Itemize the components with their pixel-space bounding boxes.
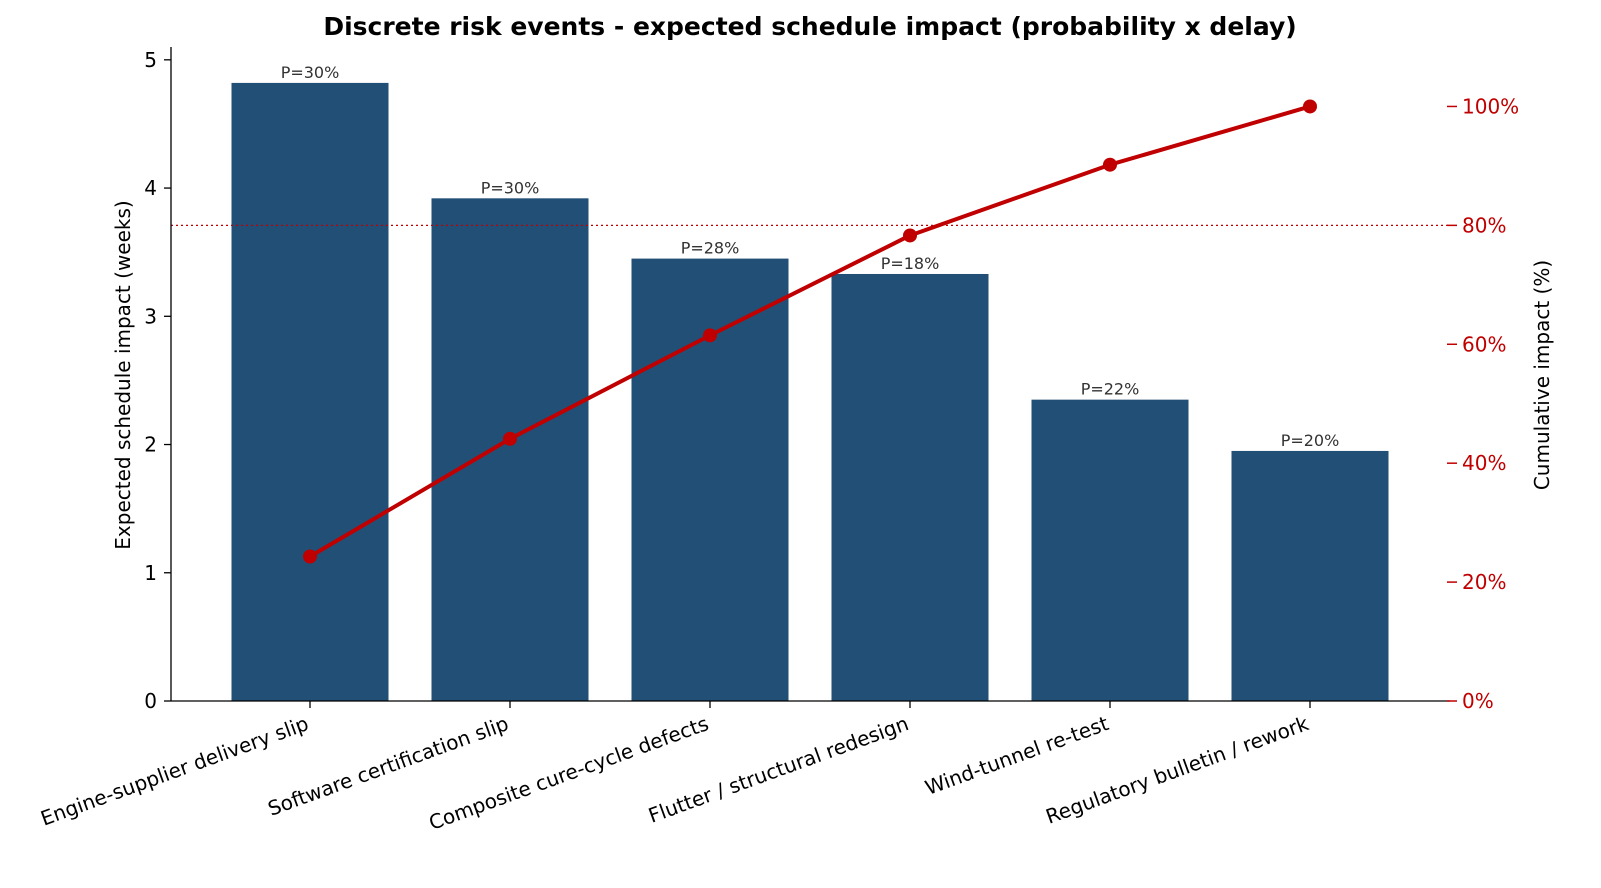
chart-title: Discrete risk events - expected schedule…	[323, 12, 1296, 41]
bar-series	[231, 82, 1389, 702]
y-tick-label: 2	[144, 433, 157, 457]
y-tick-label: 1	[144, 561, 157, 585]
bar	[631, 258, 789, 701]
bar-value-label: P=20%	[1281, 431, 1340, 450]
y-axis-label: Expected schedule impact (weeks)	[111, 200, 135, 549]
cumulative-point	[1303, 99, 1317, 114]
bar-labels: P=30% P=30% P=28% P=18% P=22% P=20%	[281, 63, 1340, 450]
bar	[431, 198, 589, 702]
bar	[231, 82, 389, 701]
bar	[1031, 399, 1189, 701]
bar-value-label: P=18%	[881, 254, 940, 273]
y2-axis-ticks: 0% 20% 40% 60% 80% 100%	[1447, 94, 1519, 713]
y2-tick-label: 20%	[1462, 570, 1506, 594]
x-tick-label: Wind-tunnel re-test	[922, 711, 1112, 800]
cumulative-point	[303, 549, 317, 564]
bar-value-label: P=28%	[681, 239, 740, 258]
y2-tick-label: 40%	[1462, 451, 1506, 475]
y-tick-label: 0	[144, 689, 157, 713]
bar	[1231, 450, 1389, 701]
y2-tick-label: 60%	[1462, 332, 1506, 356]
cumulative-point	[503, 431, 517, 446]
bar-value-label: P=30%	[481, 178, 540, 197]
bar	[831, 273, 989, 701]
cumulative-point	[1103, 157, 1117, 172]
cumulative-line	[308, 104, 1311, 559]
cumulative-points	[303, 99, 1317, 564]
axes	[170, 47, 1450, 702]
cumulative-point	[903, 228, 917, 243]
y2-tick-label: 100%	[1462, 94, 1519, 118]
y2-tick-label: 0%	[1462, 689, 1494, 713]
bar-value-label: P=22%	[1081, 380, 1140, 399]
y-axis-ticks: 0 1 2 3 4 5	[144, 48, 171, 713]
y2-axis-label: Cumulative impact (%)	[1530, 260, 1554, 490]
y-tick-label: 5	[144, 48, 157, 72]
y-tick-label: 3	[144, 304, 157, 328]
y2-tick-label: 80%	[1462, 213, 1506, 237]
y-tick-label: 4	[144, 176, 157, 200]
cumulative-point	[703, 328, 717, 343]
bar-value-label: P=30%	[281, 63, 340, 82]
